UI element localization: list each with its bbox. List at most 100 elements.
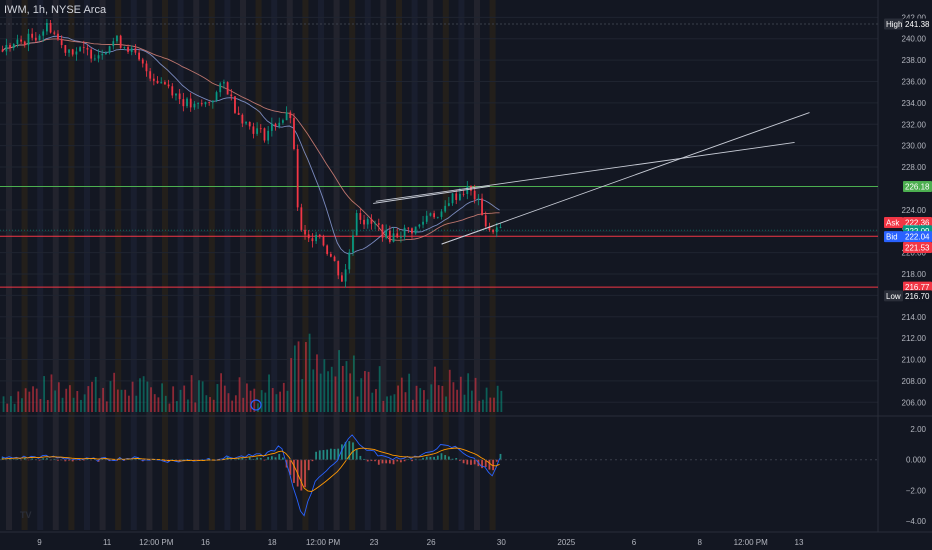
macd-histogram-bar (407, 459, 410, 461)
price-tick-label: 238.00 (902, 56, 927, 65)
volume-bar (419, 388, 422, 412)
candle-body (248, 121, 251, 127)
volume-bar (345, 361, 348, 412)
candle-body (348, 252, 351, 270)
macd-histogram-bar (38, 459, 41, 461)
time-tick-label: 30 (497, 538, 506, 547)
volume-bar (264, 392, 267, 412)
candle-body (492, 229, 495, 233)
candle-body (278, 122, 281, 127)
candle-body (219, 83, 222, 93)
candle-body (337, 261, 340, 276)
macd-histogram-bar (484, 459, 487, 467)
candle-body (414, 226, 417, 234)
time-tick-label: 16 (201, 538, 210, 547)
candle-body (440, 211, 443, 217)
macd-histogram-bar (82, 459, 85, 461)
candle-body (204, 102, 207, 105)
candle-body (396, 233, 399, 238)
macd-line (1, 434, 501, 517)
candle-body (130, 48, 133, 52)
volume-bar (87, 386, 90, 412)
candle-body (215, 92, 218, 101)
macd-histogram-bar (234, 459, 236, 461)
volume-bar (46, 400, 49, 412)
price-scale[interactable]: 242.00 240.00 238.00 236.00 234.00 232.00 230.… (884, 13, 932, 526)
session-band (380, 0, 387, 530)
macd-histogram-bar (68, 459, 70, 461)
candle-body (175, 93, 177, 96)
volume-bar (131, 381, 134, 412)
ask-tag-label: Ask (886, 219, 900, 228)
candle-body (119, 35, 122, 48)
session-band (474, 0, 480, 530)
symbol-title[interactable]: IWM, 1h, NYSE Arca (4, 4, 107, 16)
volume-bar (257, 403, 259, 412)
volume-bar (445, 396, 447, 412)
volume-bar (467, 373, 470, 412)
candle-body (307, 234, 310, 239)
macd-histogram-bar (374, 459, 377, 462)
high-tag (884, 18, 903, 30)
candle-body (318, 234, 321, 237)
candle-body (285, 112, 288, 121)
channel-bottom-line (441, 225, 494, 245)
volume-bar (349, 373, 352, 412)
volume-bar (360, 378, 363, 412)
candle-body (38, 35, 41, 41)
candle-body (252, 126, 255, 134)
volume-bar (65, 388, 68, 412)
volume-bar (187, 399, 189, 412)
moving-average-slow (1, 38, 500, 241)
volume-bar (415, 385, 418, 412)
high-value: 241.38 (905, 20, 930, 29)
session-band (99, 0, 106, 530)
macd-histogram-bar (411, 459, 413, 462)
candle-body (459, 193, 461, 200)
candle-body (237, 112, 240, 115)
volume-bar (116, 389, 119, 412)
session-band (396, 0, 402, 530)
candle-body (193, 103, 196, 108)
candle-body (79, 47, 81, 52)
macd-histogram-bar (274, 457, 277, 460)
candle-body (436, 216, 439, 218)
volume-bar (286, 390, 289, 412)
candle-body (226, 82, 229, 95)
trendline-lower (441, 112, 810, 245)
horizontal-levels[interactable] (0, 23, 878, 288)
macd-histogram-bar (473, 459, 476, 465)
candle-body (477, 198, 480, 200)
session-bands (6, 0, 496, 530)
volume-bar (400, 377, 403, 412)
macd-histogram-bar (425, 456, 428, 460)
macd-histogram-bar (495, 459, 498, 462)
volume-bar (386, 396, 388, 412)
macd-histogram-bar (289, 459, 292, 475)
macd-histogram-bar (318, 450, 321, 460)
signal-line (1, 447, 500, 492)
time-scale[interactable]: 9 11 12:00 PM 16 18 12:00 PM 23 26 30 2025 6 8 12:00… (37, 538, 804, 547)
candle-body (293, 118, 295, 150)
candle-body (60, 39, 63, 46)
volume-bar (378, 366, 381, 412)
trendlines[interactable] (373, 112, 810, 245)
candle-body (116, 35, 118, 42)
volume-bar (231, 400, 234, 412)
volume-bar (153, 394, 156, 412)
candle-body (68, 49, 70, 53)
volume-bar (39, 398, 42, 412)
trendline-upper (375, 142, 795, 202)
candle-body (481, 198, 483, 216)
indicator-tick-label: −4.00 (906, 517, 927, 526)
macd-histogram-bar (1, 457, 4, 460)
volume-bar (80, 399, 82, 412)
volume-bar (227, 393, 230, 412)
session-band (302, 0, 309, 530)
volume-bar (128, 395, 130, 412)
volume-bar (397, 385, 400, 412)
volume-bar (139, 378, 141, 412)
volume-bar (408, 373, 411, 412)
